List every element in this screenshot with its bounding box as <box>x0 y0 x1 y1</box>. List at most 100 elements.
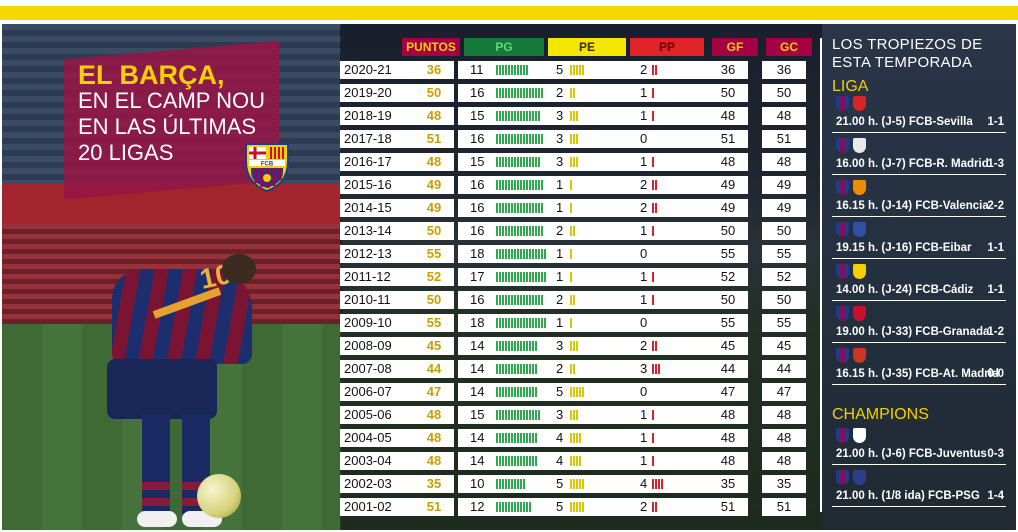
goals-against-cell-value: 48 <box>776 430 792 445</box>
tally-mark <box>576 65 578 75</box>
tally-mark <box>502 111 504 121</box>
yellow-stripe <box>0 6 1018 20</box>
drawn-cell-value: 3 <box>556 338 564 353</box>
season-cell: 2011-12 <box>340 268 416 286</box>
tally-mark <box>532 272 534 282</box>
goals-against-cell: 36 <box>762 61 806 79</box>
table-row: 2008-09 45 14 3 2 45 45 <box>340 336 806 356</box>
tally-mark <box>514 65 516 75</box>
tally-mark <box>520 341 522 351</box>
tally-mark <box>496 111 498 121</box>
tally-mark <box>573 456 575 466</box>
tally-mark <box>579 479 581 489</box>
player-figure: 10 <box>82 249 282 530</box>
match-line: 21.00 h. (J-5) FCB-Sevilla 1-1 <box>836 116 1008 128</box>
tally-mark <box>529 364 531 374</box>
match-text: 21.00 h. (1/8 ida) FCB-PSG <box>836 490 980 502</box>
points-cell: 48 <box>414 107 454 125</box>
tally-mark <box>520 180 522 190</box>
panel-title: LOS TROPIEZOS DE ESTA TEMPORADA <box>832 36 983 71</box>
drawn-cell-value: 3 <box>556 108 564 123</box>
goals-for-cell: 55 <box>708 314 748 332</box>
goals-for-cell: 47 <box>708 383 748 401</box>
tally-mark <box>535 295 537 305</box>
points-cell-value: 55 <box>426 246 442 261</box>
tally-mark <box>502 272 504 282</box>
tally-mark <box>526 364 528 374</box>
table-row: 2005-06 48 15 3 1 48 48 <box>340 405 806 425</box>
tally-mark <box>570 364 572 374</box>
tally-mark <box>496 341 498 351</box>
points-cell: 55 <box>414 245 454 263</box>
drawn-cell-value: 1 <box>556 269 564 284</box>
tally-mark <box>520 387 522 397</box>
tally-mark <box>538 295 540 305</box>
points-cell: 50 <box>414 222 454 240</box>
tally-mark <box>529 203 531 213</box>
drawn-cell: 2 <box>546 360 630 378</box>
tally-mark <box>652 157 654 167</box>
tally-mark <box>517 180 519 190</box>
points-cell: 51 <box>414 498 454 516</box>
tally-mark <box>514 456 516 466</box>
match-rule <box>832 464 1006 465</box>
lost-cell: 1 <box>628 107 710 125</box>
tally-mark <box>523 88 525 98</box>
tally-mark <box>517 502 519 512</box>
tally-mark <box>532 157 534 167</box>
points-cell: 48 <box>414 406 454 424</box>
fcb-crest-icon <box>836 96 849 111</box>
tally-mark <box>520 502 522 512</box>
season-cell-value: 2011-12 <box>344 269 391 284</box>
tally-mark <box>517 111 519 121</box>
match-text: 14.00 h. (J-24) FCB-Cádiz <box>836 284 974 296</box>
tally-mark <box>652 364 654 374</box>
goals-for-cell: 50 <box>708 222 748 240</box>
tally-mark <box>652 180 654 190</box>
tally-mark <box>523 134 525 144</box>
goals-against-cell: 55 <box>762 314 806 332</box>
table-row: 2014-15 49 16 1 2 49 49 <box>340 198 806 218</box>
header-drawn: PE <box>548 38 626 56</box>
tally-mark <box>505 272 507 282</box>
player-boot <box>137 511 177 527</box>
goals-against-cell: 49 <box>762 199 806 217</box>
match-text: 21.00 h. (J-5) FCB-Sevilla <box>836 116 973 128</box>
won-cell-value: 17 <box>470 269 485 284</box>
goals-against-cell-value: 48 <box>776 407 792 422</box>
points-cell-value: 44 <box>426 361 442 376</box>
tally-mark <box>514 272 516 282</box>
goals-against-cell: 45 <box>762 337 806 355</box>
tally-mark <box>573 410 575 420</box>
match-entry: 14.00 h. (J-24) FCB-Cádiz 1-1 <box>832 264 1008 304</box>
tally-mark <box>505 180 507 190</box>
tally-mark <box>523 433 525 443</box>
tally-mark <box>523 157 525 167</box>
tally-mark <box>538 88 540 98</box>
match-entry: 21.00 h. (J-6) FCB-Juventus 0-3 <box>832 428 1008 468</box>
tally-mark <box>520 433 522 443</box>
fcb-crest-icon <box>836 306 849 321</box>
tally-mark <box>526 272 528 282</box>
tally-mark <box>514 364 516 374</box>
tally-mark <box>514 249 516 259</box>
tally-mark <box>496 433 498 443</box>
tally-mark <box>523 456 525 466</box>
tally-mark <box>514 433 516 443</box>
season-cell-value: 2020-21 <box>344 62 392 77</box>
tally-mark <box>505 341 507 351</box>
tally-mark <box>505 387 507 397</box>
lost-cell-value: 0 <box>640 384 648 399</box>
goals-against-cell: 50 <box>762 222 806 240</box>
goals-for-cell: 48 <box>708 429 748 447</box>
table-row: 2009-10 55 18 1 0 55 55 <box>340 313 806 333</box>
tally-mark <box>508 203 510 213</box>
tally-mark <box>496 364 498 374</box>
lost-cell: 2 <box>628 176 710 194</box>
tally-mark <box>576 433 578 443</box>
won-cell-value: 18 <box>470 315 485 330</box>
points-cell: 49 <box>414 176 454 194</box>
tally-mark <box>582 387 584 397</box>
match-text: 16.15 h. (J-14) FCB-Valencia <box>836 200 989 212</box>
match-score: 1-4 <box>987 490 1004 502</box>
